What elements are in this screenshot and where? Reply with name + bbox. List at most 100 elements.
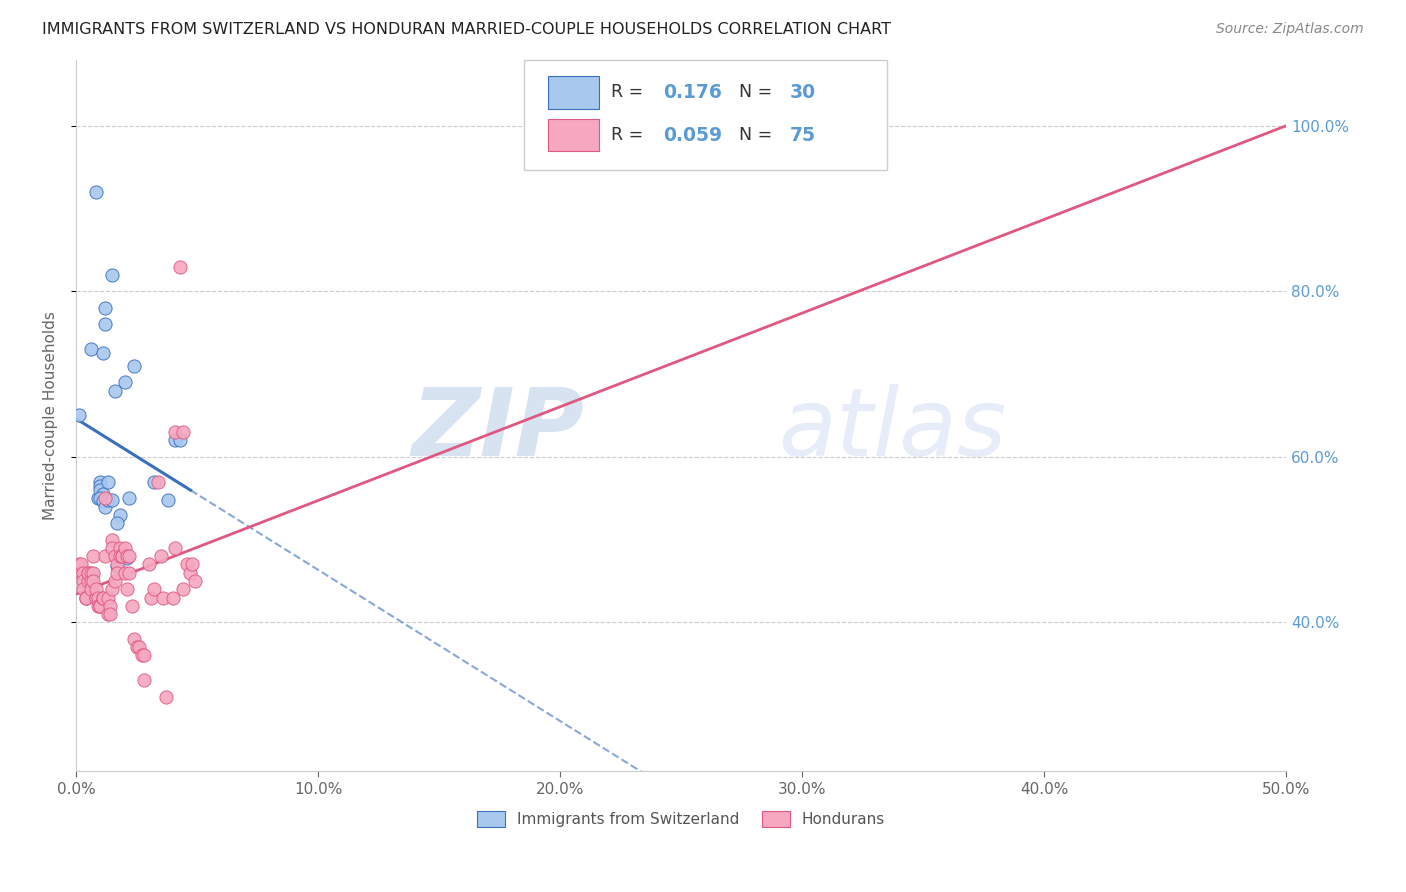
Point — [162, 591, 184, 605]
Point — [125, 640, 148, 655]
Text: N =: N = — [740, 83, 772, 102]
Text: 0.176: 0.176 — [662, 83, 721, 102]
Point — [89, 599, 111, 613]
Point — [169, 260, 191, 274]
Point — [155, 690, 177, 704]
Point — [77, 566, 100, 580]
Point — [70, 558, 93, 572]
Text: Source: ZipAtlas.com: Source: ZipAtlas.com — [1216, 22, 1364, 37]
Point — [104, 549, 127, 564]
Point — [165, 434, 187, 448]
Point — [75, 591, 97, 605]
Point — [89, 483, 111, 497]
Point — [101, 268, 124, 282]
Point — [82, 574, 104, 588]
Point — [97, 475, 120, 489]
Text: atlas: atlas — [778, 384, 1007, 475]
Point — [184, 574, 207, 588]
Point — [75, 591, 97, 605]
Point — [165, 541, 187, 555]
Point — [101, 492, 124, 507]
Text: ZIP: ZIP — [412, 384, 585, 475]
Point — [77, 574, 100, 588]
Y-axis label: Married-couple Households: Married-couple Households — [44, 311, 58, 520]
Point — [80, 582, 103, 597]
Point — [115, 549, 138, 564]
Point — [89, 479, 111, 493]
Point — [70, 566, 93, 580]
Point — [142, 475, 165, 489]
Point — [114, 376, 136, 390]
FancyBboxPatch shape — [524, 60, 887, 169]
Text: 30: 30 — [790, 83, 815, 102]
Point — [172, 582, 194, 597]
Point — [80, 343, 103, 357]
Point — [89, 599, 111, 613]
Point — [111, 549, 134, 564]
Point — [132, 673, 155, 688]
Point — [87, 491, 110, 506]
Text: 75: 75 — [790, 126, 815, 145]
Point — [169, 434, 191, 448]
Point — [118, 566, 141, 580]
Point — [108, 508, 131, 522]
Point — [108, 549, 131, 564]
Point — [89, 475, 111, 489]
Point — [89, 599, 111, 613]
Point — [91, 591, 114, 605]
Point — [87, 591, 110, 605]
Point — [148, 475, 170, 489]
Point — [91, 493, 114, 508]
Point — [89, 491, 111, 506]
Point — [72, 566, 94, 580]
Point — [105, 516, 128, 530]
Point — [157, 492, 180, 507]
Point — [72, 574, 94, 588]
Point — [84, 591, 107, 605]
FancyBboxPatch shape — [548, 76, 599, 109]
Point — [97, 591, 120, 605]
Point — [131, 648, 153, 663]
Point — [94, 318, 117, 332]
Point — [152, 591, 174, 605]
Point — [67, 558, 90, 572]
Point — [80, 574, 103, 588]
Point — [181, 558, 204, 572]
Point — [115, 582, 138, 597]
Point — [118, 549, 141, 564]
Point — [84, 591, 107, 605]
Point — [118, 491, 141, 506]
Point — [84, 185, 107, 199]
Point — [115, 550, 138, 565]
Point — [114, 541, 136, 555]
Point — [75, 591, 97, 605]
Text: 0.059: 0.059 — [662, 126, 723, 145]
Point — [105, 558, 128, 572]
Point — [104, 384, 127, 398]
Point — [80, 566, 103, 580]
Point — [141, 591, 163, 605]
Point — [82, 549, 104, 564]
Legend: Immigrants from Switzerland, Hondurans: Immigrants from Switzerland, Hondurans — [470, 804, 893, 835]
Point — [101, 582, 124, 597]
Point — [77, 566, 100, 580]
Point — [176, 558, 198, 572]
Point — [132, 648, 155, 663]
Point — [179, 566, 201, 580]
Point — [72, 582, 94, 597]
Point — [122, 359, 145, 373]
Point — [101, 541, 124, 555]
Point — [172, 425, 194, 439]
Point — [121, 599, 143, 613]
Point — [91, 346, 114, 360]
Point — [105, 566, 128, 580]
Point — [91, 591, 114, 605]
Point — [87, 599, 110, 613]
Text: N =: N = — [740, 126, 772, 144]
Point — [114, 566, 136, 580]
Point — [101, 533, 124, 547]
Text: IMMIGRANTS FROM SWITZERLAND VS HONDURAN MARRIED-COUPLE HOUSEHOLDS CORRELATION CH: IMMIGRANTS FROM SWITZERLAND VS HONDURAN … — [42, 22, 891, 37]
Point — [91, 487, 114, 501]
Point — [98, 599, 121, 613]
Point — [128, 640, 150, 655]
